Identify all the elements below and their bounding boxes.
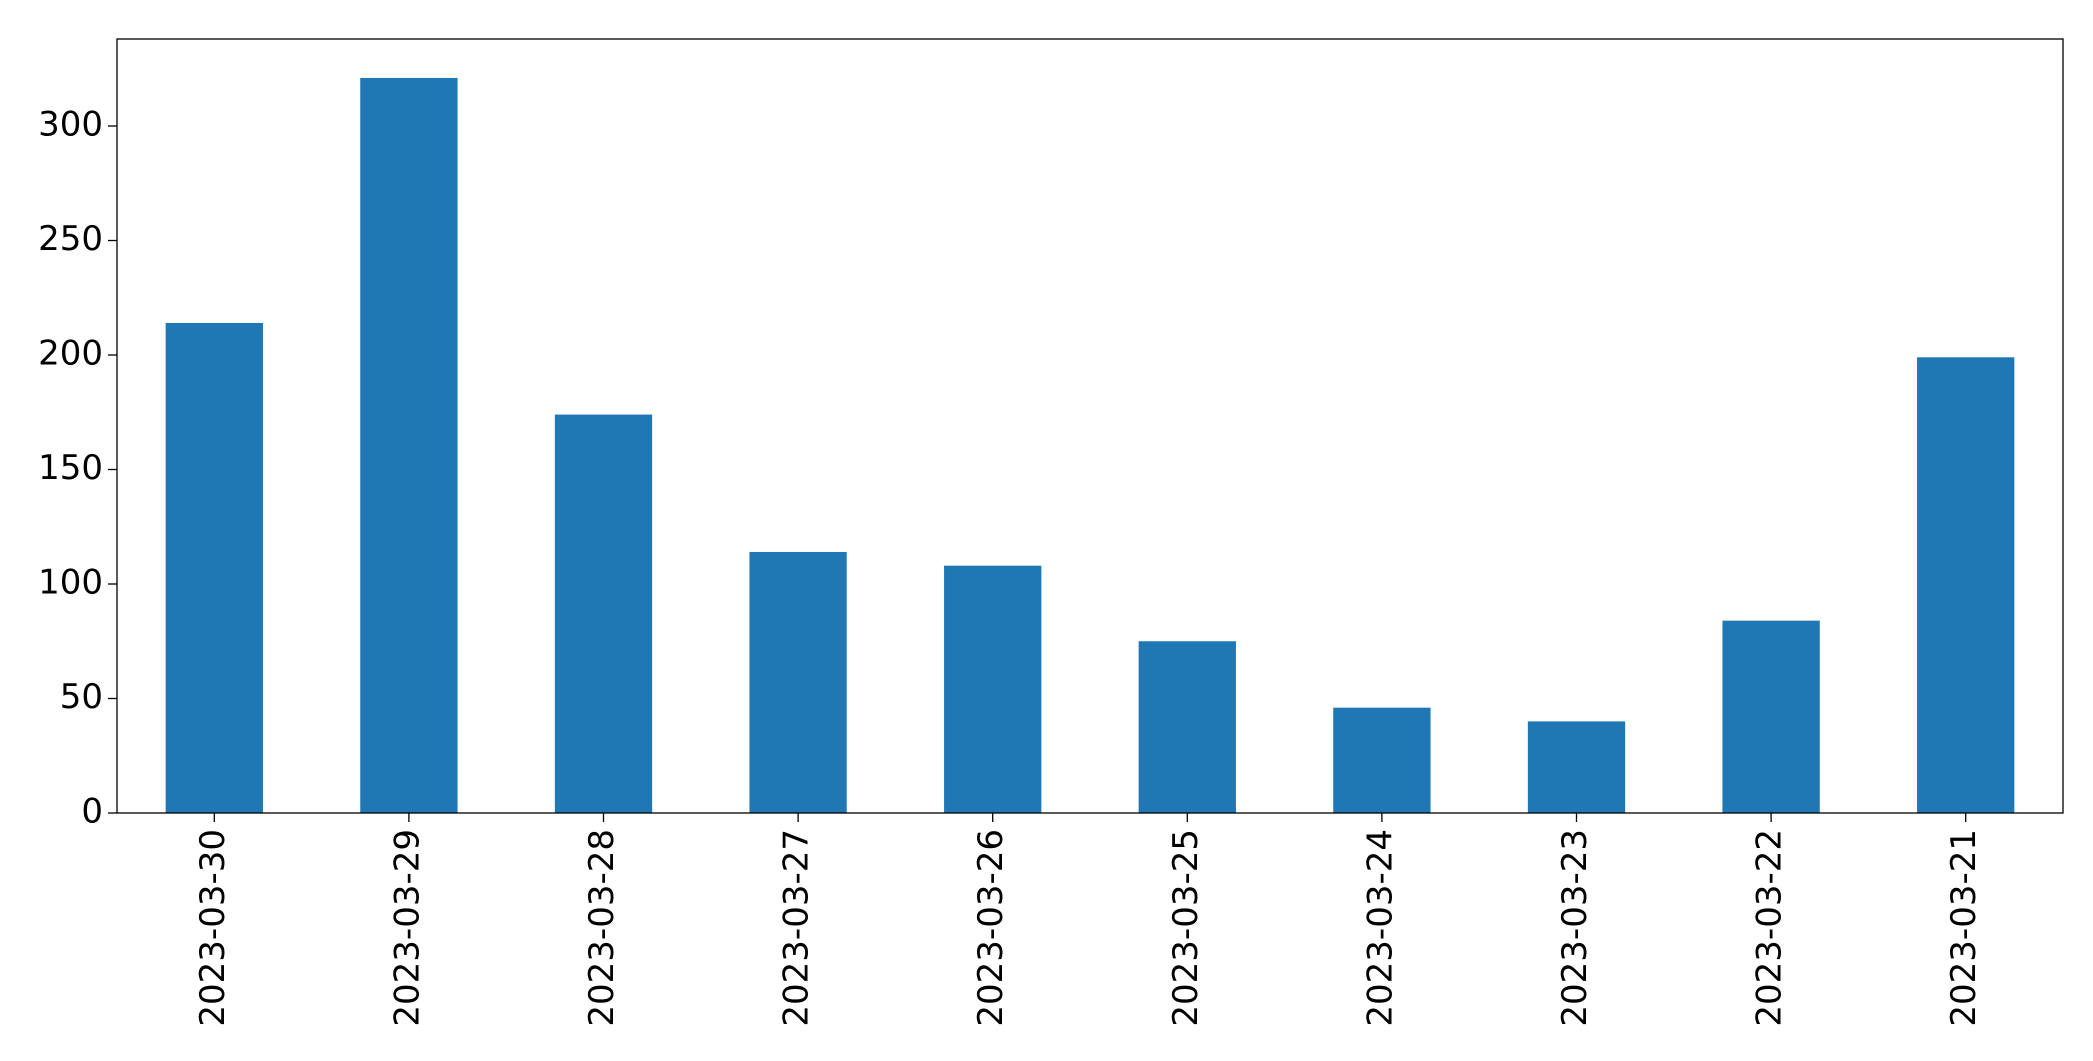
- y-tick-label: 0: [81, 792, 103, 832]
- x-tick-label: 2023-03-24: [1360, 829, 1400, 1027]
- bar: [1917, 357, 2015, 813]
- y-tick-label: 100: [38, 563, 103, 603]
- x-tick-label: 2023-03-25: [1166, 829, 1206, 1027]
- x-tick-label: 2023-03-28: [582, 829, 622, 1027]
- y-tick-label: 300: [38, 105, 103, 145]
- x-tick-label: 2023-03-26: [971, 829, 1011, 1027]
- x-tick-label: 2023-03-23: [1555, 829, 1595, 1027]
- bar: [1722, 620, 1820, 813]
- bar: [1333, 707, 1431, 813]
- x-tick-label: 2023-03-29: [387, 829, 427, 1027]
- y-tick-label: 50: [60, 677, 103, 717]
- x-tick-label: 2023-03-27: [777, 829, 817, 1027]
- x-tick-label: 2023-03-21: [1944, 829, 1984, 1027]
- bar: [360, 77, 458, 813]
- y-tick-label: 250: [38, 219, 103, 259]
- bar: [1527, 721, 1626, 813]
- bar: [944, 565, 1042, 813]
- y-tick-label: 150: [38, 448, 103, 488]
- bar: [749, 551, 847, 813]
- x-tick-label: 2023-03-22: [1750, 829, 1790, 1027]
- bar: [165, 322, 263, 813]
- bar: [554, 414, 653, 813]
- bar: [1138, 641, 1236, 813]
- plot-frame: [116, 38, 2064, 814]
- y-tick-label: 200: [38, 334, 103, 374]
- x-tick-label: 2023-03-30: [193, 829, 233, 1027]
